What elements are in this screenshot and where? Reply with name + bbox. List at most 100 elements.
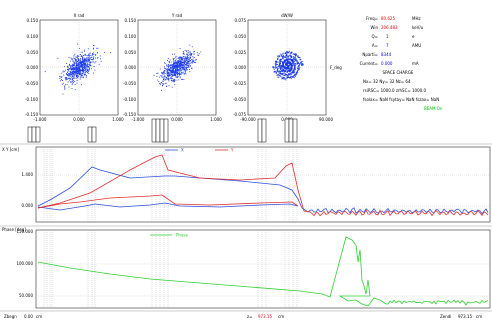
- phase-plot: Phase [deg] 150.000 100.000 50.000 Phase: [0, 225, 492, 309]
- element-markers: [43, 230, 298, 308]
- y-tick: -0.025: [233, 81, 246, 86]
- lattice-element[interactable]: [159, 118, 165, 143]
- z-particle-cloud: [272, 50, 304, 81]
- parameters-panel: Freq= 80.625 MHz Win 206.483 keV/u Q= 1 …: [360, 16, 443, 111]
- lattice-element[interactable]: [151, 118, 157, 143]
- mesh-size-line: Nx= 32 Ny= 32 Nz= 64: [363, 79, 411, 84]
- mass-label: A=: [372, 43, 378, 48]
- lattice-element[interactable]: [284, 118, 290, 143]
- sc-field-line: fsolax= NaN fsytay= NaN fszax= NaN: [363, 97, 439, 102]
- y-tick: -0.100: [25, 97, 38, 102]
- z-position-value[interactable]: 973.15: [258, 314, 272, 319]
- y-particle-cloud: [153, 44, 202, 91]
- y-tick: 0.100: [27, 34, 39, 39]
- lattice-element[interactable]: [35, 126, 41, 143]
- footer-bar: Zbegn 0.00 cm z= 973.15 cm Zendi 973.15 …: [0, 310, 492, 319]
- y-tick: 0.150: [125, 18, 137, 23]
- current-label: Current=: [360, 61, 378, 66]
- y-tick: 0.000: [125, 65, 137, 70]
- y-tick: 0.025: [235, 50, 247, 55]
- current-value[interactable]: 0.000: [381, 61, 393, 66]
- zbegin-label: Zbegn: [4, 314, 17, 319]
- x-tick: -90.000: [240, 117, 256, 122]
- z-position-unit: cm: [278, 314, 284, 319]
- y-tick: 150.000: [16, 229, 33, 234]
- y-tick: 100.000: [16, 261, 33, 266]
- phase-line: [37, 236, 489, 307]
- y-envelope-line-lower: [37, 194, 299, 209]
- charge-unit: e: [412, 34, 415, 39]
- lattice-element-strip: [27, 118, 298, 143]
- y-tick: -0.075: [233, 112, 246, 117]
- charge-label: Q=: [372, 34, 379, 39]
- z-position-label: z=: [247, 314, 252, 319]
- y-envelope-line: [37, 154, 489, 217]
- y-tick: 1.400: [22, 172, 34, 177]
- x-tick: 1.000: [210, 117, 222, 122]
- zend-value[interactable]: 973.15: [458, 314, 472, 319]
- envelope-frame: [35, 146, 491, 223]
- z-plot-title: dW/W: [281, 13, 293, 18]
- energy-value[interactable]: 206.483: [381, 25, 398, 30]
- x-particle-cloud: [44, 43, 111, 95]
- freq-label: Freq=: [366, 16, 378, 21]
- element-markers: [43, 147, 298, 222]
- y-tick: -0.050: [25, 81, 38, 86]
- lattice-element[interactable]: [155, 118, 161, 143]
- zend-label: Zendi: [440, 314, 451, 319]
- freq-value[interactable]: 80.625: [381, 16, 395, 21]
- y-tick: -0.150: [123, 112, 136, 117]
- x-envelope-line: [37, 166, 489, 215]
- y-tick: 0.000: [27, 65, 39, 70]
- x-tick: 0.000: [171, 117, 183, 122]
- x-plot-title: X rad: [74, 13, 85, 18]
- y-plot-title: Y rad: [171, 13, 183, 18]
- lattice-element[interactable]: [257, 118, 263, 143]
- y-plot-yticks: 0.150 0.100 0.050 0.000 -0.050 -0.100 -0…: [123, 18, 136, 117]
- energy-label: Win: [370, 25, 378, 30]
- lattice-element[interactable]: [27, 126, 33, 143]
- y-tick: 50.000: [19, 293, 33, 298]
- z-axis-label: F_deg: [330, 65, 342, 70]
- space-charge-title: SPACE CHARGE: [383, 70, 414, 75]
- particles-value[interactable]: 8344: [381, 52, 392, 57]
- lattice-element[interactable]: [288, 118, 294, 143]
- y-tick: 0.000: [235, 65, 247, 70]
- energy-unit: keV/u: [412, 25, 424, 30]
- zbegin-value[interactable]: 0.00: [24, 314, 33, 319]
- envelope-ylabel: X Y [cm]: [2, 147, 19, 152]
- lattice-element[interactable]: [261, 118, 267, 143]
- current-unit: mA: [412, 61, 419, 66]
- phase-ylabel: Phase [deg]: [2, 227, 26, 232]
- lattice-element[interactable]: [163, 118, 169, 143]
- x-phase-plot: X rad 0.150 0.100 0.050 0.000 -0.050 -0.…: [25, 13, 124, 122]
- x-tick: 90.000: [319, 117, 333, 122]
- particles-label: Nparti=: [362, 52, 378, 57]
- phase-frame: [35, 229, 491, 309]
- longitudinal-phase-plot: dW/W 0.075 0.050 0.025 0.000 -0.025 -0.0…: [233, 13, 342, 122]
- x-envelope-line-lower: [37, 202, 299, 211]
- x-tick: 1.000: [112, 117, 124, 122]
- lattice-element[interactable]: [292, 118, 298, 143]
- lattice-element[interactable]: [87, 126, 93, 143]
- x-plot-yticks: 0.150 0.100 0.050 0.000 -0.050 -0.100 -0…: [25, 18, 38, 117]
- zend-unit: cm: [476, 314, 482, 319]
- freq-unit: MHz: [412, 16, 421, 21]
- lattice-element[interactable]: [31, 126, 37, 143]
- envelope-plot: X Y [cm] 1.400 0.000 X Y: [0, 143, 492, 223]
- beam-status: BEAM On: [424, 106, 443, 111]
- lattice-element[interactable]: [91, 126, 97, 143]
- legend-y-label: Y: [230, 148, 234, 153]
- y-tick: -0.150: [25, 112, 38, 117]
- charge-value[interactable]: 1: [386, 34, 389, 39]
- y-tick: 0.050: [27, 50, 39, 55]
- x-tick: 0.000: [73, 117, 85, 122]
- zbegin-unit: cm: [36, 314, 42, 319]
- mass-value[interactable]: 7: [386, 43, 389, 48]
- y-tick: 0.150: [27, 18, 39, 23]
- sc-radius-line: rsiRSC= 1000.0 zrhSC= 1000.0: [363, 88, 426, 93]
- y-tick: 0.075: [235, 18, 247, 23]
- legend-phase-label: Phase: [176, 233, 188, 238]
- y-tick: 0.050: [235, 34, 247, 39]
